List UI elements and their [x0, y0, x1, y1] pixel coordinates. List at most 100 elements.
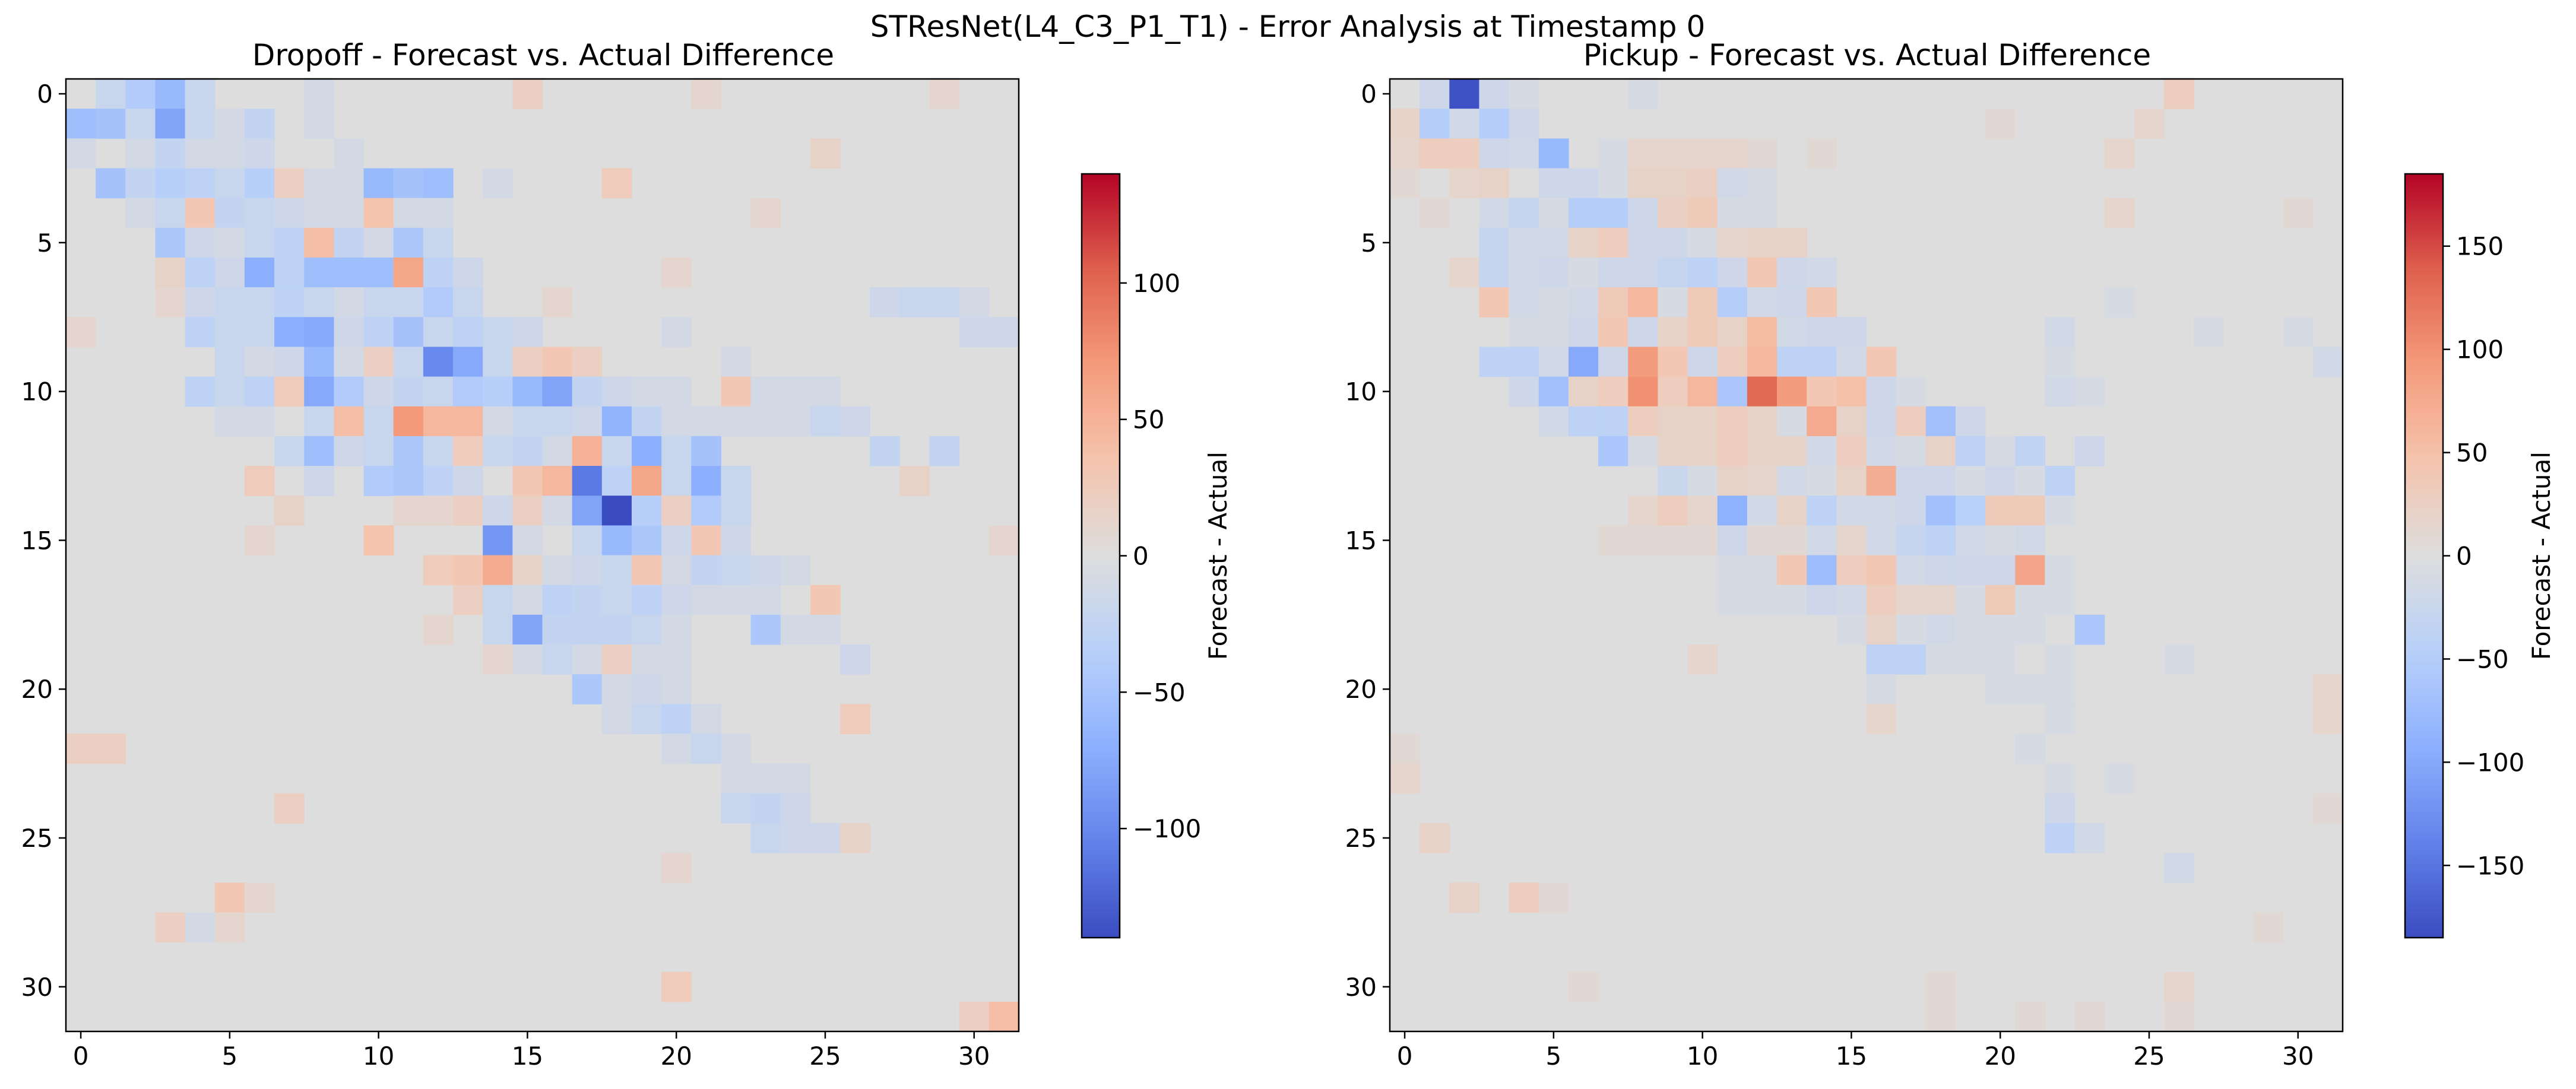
- dropoff-heatmap-cell: [661, 257, 692, 288]
- dropoff-heatmap-cell: [601, 466, 632, 496]
- dropoff-heatmap-cell: [96, 109, 126, 139]
- pickup-heatmap-cell: [1658, 227, 1688, 258]
- dropoff-heatmap-cell: [304, 198, 335, 228]
- dropoff-heatmap-cell: [244, 227, 275, 258]
- dropoff-heatmap-cell: [750, 823, 781, 853]
- pickup-heatmap-cell: [1628, 376, 1659, 407]
- dropoff-heatmap-cell: [274, 198, 305, 228]
- pickup-heatmap-cell: [2104, 763, 2135, 794]
- dropoff-heatmap-cell: [750, 585, 781, 615]
- pickup-heatmap-cell: [2045, 555, 2076, 586]
- pickup-x-tick-label: 5: [1545, 1042, 1561, 1071]
- dropoff-heatmap-cell: [155, 138, 186, 169]
- dropoff-heatmap-cell: [304, 376, 335, 407]
- pickup-heatmap-cell: [1836, 496, 1867, 526]
- pickup-heatmap-cell: [1658, 138, 1688, 169]
- pickup-heatmap-cell: [1538, 257, 1569, 288]
- pickup-heatmap-cell: [2015, 525, 2046, 556]
- pickup-x-tick-label: 10: [1687, 1042, 1718, 1071]
- dropoff-heatmap-cell: [214, 168, 245, 199]
- dropoff-heatmap-cell: [363, 257, 394, 288]
- pickup-heatmap-cell: [1568, 168, 1599, 199]
- dropoff-heatmap-cell: [185, 79, 216, 109]
- dropoff-heatmap-cell: [274, 496, 305, 526]
- pickup-heatmap-cell: [1628, 347, 1659, 377]
- pickup-heatmap-cell: [2045, 644, 2076, 675]
- dropoff-heatmap-cell: [244, 287, 275, 318]
- pickup-heatmap-cell: [1985, 614, 2016, 645]
- dropoff-heatmap-cell: [601, 674, 632, 704]
- pickup-heatmap-cell: [1658, 436, 1688, 466]
- dropoff-y-tick-label: 25: [21, 824, 53, 853]
- dropoff-heatmap-cell: [691, 704, 722, 735]
- pickup-heatmap-cell: [1896, 555, 1927, 586]
- pickup-heatmap-cell: [1717, 168, 1748, 199]
- dropoff-heatmap-cell: [691, 734, 722, 764]
- pickup-heatmap-cell: [2312, 347, 2343, 377]
- dropoff-heatmap-cell: [780, 614, 811, 645]
- dropoff-heatmap-cell: [185, 257, 216, 288]
- pickup-heatmap-cell: [1866, 376, 1897, 407]
- dropoff-heatmap-cell: [721, 555, 752, 586]
- pickup-heatmap-cell: [2104, 138, 2135, 169]
- dropoff-heatmap-cell: [840, 823, 870, 853]
- dropoff-heatmap-cell: [691, 436, 722, 466]
- pickup-heatmap-panel: Pickup - Forecast vs. Actual Difference …: [1345, 38, 2556, 1071]
- pickup-heatmap-cell: [1717, 525, 1748, 556]
- pickup-heatmap-cell: [1777, 287, 1807, 318]
- dropoff-heatmap-cell: [959, 1001, 990, 1032]
- dropoff-heatmap-cell: [334, 198, 365, 228]
- pickup-heatmap-cell: [1479, 168, 1510, 199]
- pickup-heatmap-cell: [1866, 406, 1897, 437]
- pickup-colorbar-tick-label: 0: [2456, 542, 2472, 571]
- pickup-heatmap-cell: [1449, 138, 1480, 169]
- dropoff-heatmap-cell: [423, 466, 454, 496]
- pickup-heatmap-cell: [1390, 138, 1420, 169]
- pickup-heatmap-cell: [1807, 347, 1837, 377]
- pickup-heatmap-cell: [1538, 168, 1569, 199]
- dropoff-heatmap-cell: [601, 644, 632, 675]
- pickup-heatmap-cell: [2134, 109, 2165, 139]
- pickup-heatmap-cell: [2015, 555, 2046, 586]
- pickup-heatmap-cell: [2164, 853, 2194, 883]
- pickup-heatmap-cell: [1628, 287, 1659, 318]
- dropoff-heatmap-cell: [334, 138, 365, 169]
- dropoff-heatmap-cell: [512, 436, 543, 466]
- dropoff-heatmap-cell: [661, 466, 692, 496]
- dropoff-heatmap-cell: [304, 109, 335, 139]
- pickup-heatmap-cell: [1807, 555, 1837, 586]
- dropoff-heatmap-cell: [691, 585, 722, 615]
- pickup-heatmap-cell: [1866, 644, 1897, 675]
- pickup-heatmap-cell: [1747, 406, 1777, 437]
- dropoff-heatmap-cell: [512, 555, 543, 586]
- pickup-heatmap-cell: [1807, 287, 1837, 318]
- dropoff-y-tick-label: 15: [21, 526, 53, 555]
- dropoff-heatmap-cell: [512, 496, 543, 526]
- pickup-heatmap-cell: [1717, 496, 1748, 526]
- dropoff-heatmap-cell: [304, 406, 335, 437]
- dropoff-heatmap-cell: [393, 287, 424, 318]
- dropoff-heatmap-cell: [393, 317, 424, 348]
- pickup-heatmap-cell: [1896, 585, 1927, 615]
- dropoff-heatmap-cell: [512, 614, 543, 645]
- dropoff-heatmap-cell: [453, 287, 483, 318]
- dropoff-heatmap-cell: [483, 585, 513, 615]
- dropoff-heatmap-cell: [512, 347, 543, 377]
- pickup-heatmap-cell: [1568, 347, 1599, 377]
- pickup-heatmap-cell: [1807, 257, 1837, 288]
- pickup-heatmap-cell: [1658, 347, 1688, 377]
- pickup-heatmap-cell: [1925, 406, 1956, 437]
- pickup-colorbar: [2404, 173, 2444, 939]
- pickup-heatmap-cell: [1747, 317, 1777, 348]
- dropoff-heatmap-cell: [393, 347, 424, 377]
- pickup-heatmap-cell: [1717, 198, 1748, 228]
- dropoff-heatmap-cell: [185, 227, 216, 258]
- dropoff-heatmap-cell: [721, 793, 752, 824]
- pickup-heatmap-cell: [1866, 347, 1897, 377]
- dropoff-heatmap-cell: [661, 614, 692, 645]
- dropoff-heatmap-cell: [988, 1001, 1019, 1032]
- dropoff-colorbar-tick-label: −50: [1133, 678, 1186, 707]
- dropoff-heatmap-cell: [512, 525, 543, 556]
- pickup-heatmap-cell: [1509, 109, 1539, 139]
- dropoff-heatmap-cell: [155, 287, 186, 318]
